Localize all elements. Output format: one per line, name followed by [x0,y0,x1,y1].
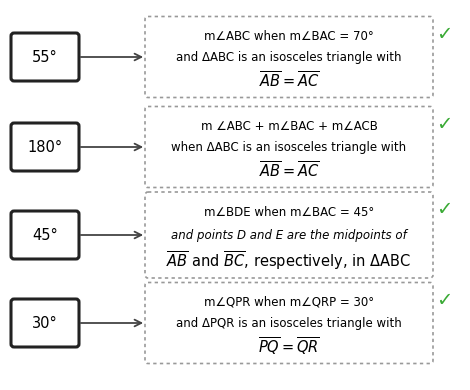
Text: ✓: ✓ [436,25,452,44]
FancyBboxPatch shape [11,211,79,259]
Text: $\overline{AB}$ and $\overline{BC}$, respectively, in ΔABC: $\overline{AB}$ and $\overline{BC}$, res… [166,249,412,272]
FancyBboxPatch shape [11,33,79,81]
Text: 55°: 55° [32,50,58,64]
Text: 45°: 45° [32,227,58,243]
Text: 30°: 30° [32,316,58,330]
Text: ✓: ✓ [436,200,452,219]
FancyBboxPatch shape [11,123,79,171]
FancyBboxPatch shape [145,282,433,363]
Text: $\overline{PQ} = \overline{QR}$: $\overline{PQ} = \overline{QR}$ [258,336,320,358]
Text: m∠ABC when m∠BAC = 70°: m∠ABC when m∠BAC = 70° [204,30,374,43]
Text: m∠QPR when m∠QRP = 30°: m∠QPR when m∠QRP = 30° [204,296,374,308]
FancyBboxPatch shape [145,106,433,188]
Text: $\overline{AB} = \overline{AC}$: $\overline{AB} = \overline{AC}$ [258,71,320,91]
Text: and points D and E are the midpoints of: and points D and E are the midpoints of [171,229,407,241]
Text: ✓: ✓ [436,115,452,133]
Text: m∠BDE when m∠BAC = 45°: m∠BDE when m∠BAC = 45° [204,206,374,219]
Text: 180°: 180° [27,140,63,154]
Text: when ΔABC is an isosceles triangle with: when ΔABC is an isosceles triangle with [172,140,407,154]
Text: $\overline{AB} = \overline{AC}$: $\overline{AB} = \overline{AC}$ [258,161,320,181]
Text: m ∠ABC + m∠BAC + m∠ACB: m ∠ABC + m∠BAC + m∠ACB [201,119,377,133]
Text: and ΔABC is an isosceles triangle with: and ΔABC is an isosceles triangle with [176,50,402,64]
FancyBboxPatch shape [145,192,433,278]
FancyBboxPatch shape [11,299,79,347]
Text: ✓: ✓ [436,291,452,310]
Text: and ΔPQR is an isosceles triangle with: and ΔPQR is an isosceles triangle with [176,317,402,330]
FancyBboxPatch shape [145,16,433,98]
